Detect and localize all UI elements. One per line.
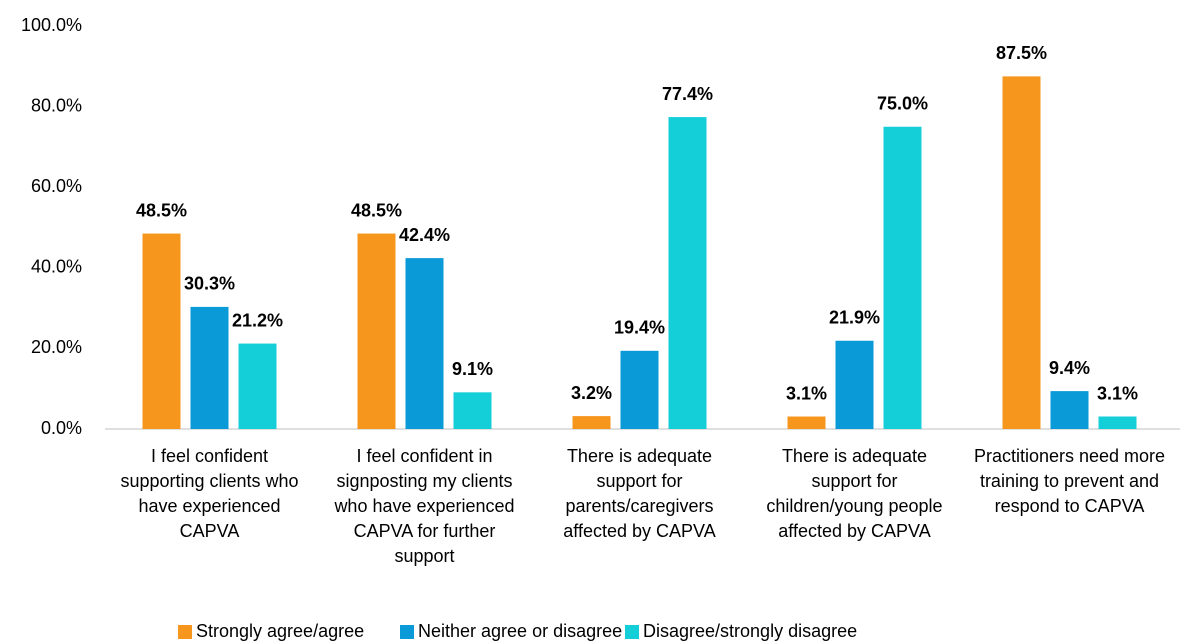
- x-tick-label: I feel confident in signposting my clien…: [334, 446, 515, 566]
- bar: [883, 126, 922, 429]
- bar: [620, 350, 659, 429]
- value-label: 77.4%: [662, 84, 713, 104]
- value-label: 30.3%: [184, 274, 235, 294]
- x-tick-label: I feel confident supporting clients who …: [120, 446, 299, 541]
- value-label: 87.5%: [996, 43, 1047, 63]
- bar: [572, 416, 611, 429]
- y-tick-label: 100.0%: [21, 15, 82, 35]
- bar: [835, 340, 874, 429]
- value-label: 21.9%: [829, 307, 880, 327]
- bar: [787, 416, 826, 429]
- legend-swatch: [178, 625, 192, 639]
- value-label: 21.2%: [232, 310, 283, 330]
- bar: [142, 233, 181, 429]
- value-label: 42.4%: [399, 225, 450, 245]
- bar: [453, 392, 492, 429]
- y-tick-label: 80.0%: [31, 95, 82, 115]
- legend-label: Strongly agree/agree: [196, 621, 364, 641]
- value-label: 3.1%: [1097, 383, 1138, 403]
- legend-swatch: [625, 625, 639, 639]
- bar: [190, 306, 229, 429]
- value-label: 19.4%: [614, 318, 665, 338]
- bar: [238, 343, 277, 429]
- value-label: 3.2%: [571, 383, 612, 403]
- x-tick-label: Practitioners need more training to prev…: [973, 446, 1166, 516]
- legend-swatch: [400, 625, 414, 639]
- y-tick-label: 60.0%: [31, 176, 82, 196]
- bar: [405, 258, 444, 429]
- value-label: 3.1%: [786, 383, 827, 403]
- legend-label: Neither agree or disagree: [418, 621, 622, 641]
- legend-label: Disagree/strongly disagree: [643, 621, 857, 641]
- x-tick-label: There is adequate support for children/y…: [766, 446, 943, 541]
- y-tick-label: 20.0%: [31, 337, 82, 357]
- bar: [357, 233, 396, 429]
- value-label: 9.4%: [1049, 358, 1090, 378]
- value-label: 75.0%: [877, 94, 928, 114]
- y-tick-label: 40.0%: [31, 257, 82, 277]
- x-tick-label: There is adequate support for parents/ca…: [563, 446, 716, 541]
- bar: [668, 117, 707, 429]
- bar: [1050, 391, 1089, 429]
- value-label: 48.5%: [351, 200, 402, 220]
- y-tick-label: 0.0%: [41, 418, 82, 438]
- value-label: 48.5%: [136, 200, 187, 220]
- bar: [1002, 76, 1041, 429]
- bar: [1098, 416, 1137, 429]
- value-label: 9.1%: [452, 359, 493, 379]
